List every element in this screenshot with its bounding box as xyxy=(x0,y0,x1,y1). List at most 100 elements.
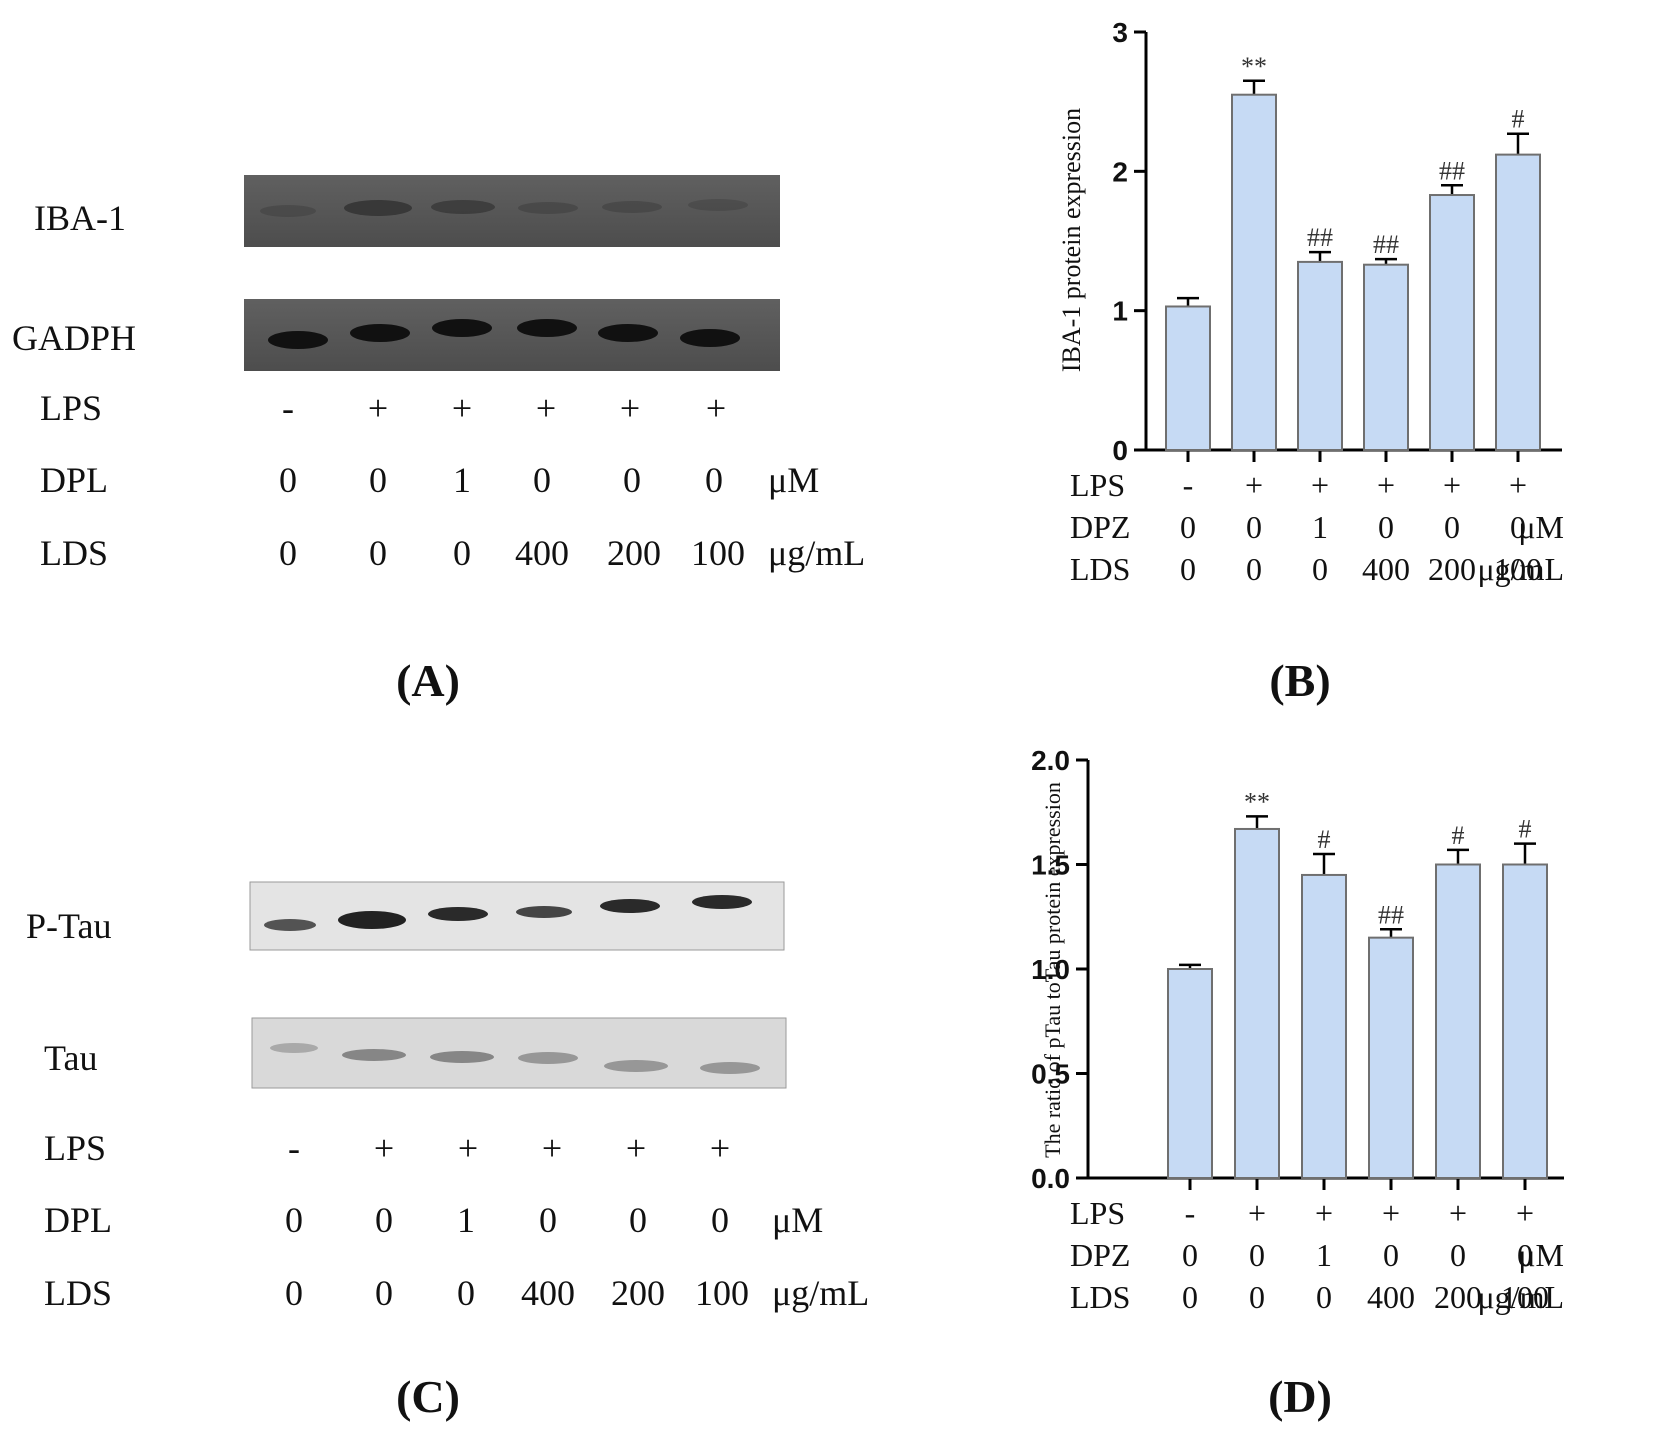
significance-label: # xyxy=(1519,815,1532,844)
condition-value: + xyxy=(1315,1195,1333,1231)
lps-value: + xyxy=(458,1128,478,1168)
significance-label: # xyxy=(1318,825,1331,854)
significance-label: ## xyxy=(1373,230,1399,259)
unit-lds: μg/mL xyxy=(772,1273,869,1313)
iba1-band xyxy=(431,200,495,214)
significance-label: ## xyxy=(1439,156,1465,185)
significance-label: ** xyxy=(1244,787,1270,816)
dpl-value: 0 xyxy=(705,460,723,500)
y-axis-label: IBA-1 protein expression xyxy=(1057,108,1086,372)
condition-value: 0 xyxy=(1450,1237,1466,1273)
tau-band xyxy=(270,1043,318,1053)
bar xyxy=(1231,93,1277,451)
condition-value: 1 xyxy=(1316,1237,1332,1273)
panel-caption: (D) xyxy=(1268,1371,1332,1422)
lds-value: 200 xyxy=(611,1273,665,1313)
lds-value: 0 xyxy=(285,1273,303,1313)
condition-value: 0 xyxy=(1378,509,1394,545)
ptau-band xyxy=(516,906,572,918)
gadph-band xyxy=(517,319,577,337)
lps-value: + xyxy=(452,388,472,428)
bar xyxy=(1495,153,1541,451)
lps-value: + xyxy=(710,1128,730,1168)
y-tick-label: 0.0 xyxy=(1031,1163,1070,1194)
row-label: LDS xyxy=(1070,551,1130,587)
tau-band xyxy=(342,1049,406,1061)
lds-value: 0 xyxy=(279,533,297,573)
dpl-value: 1 xyxy=(453,460,471,500)
condition-value: + xyxy=(1509,467,1527,503)
condition-value: 0 xyxy=(1246,551,1262,587)
tau-band xyxy=(700,1062,760,1074)
dpl-value: 0 xyxy=(629,1200,647,1240)
y-tick-label: 0 xyxy=(1112,435,1128,466)
ptau-band xyxy=(264,919,316,931)
panel-a-caption: (A) xyxy=(396,655,460,706)
row-label-dpl: DPL xyxy=(40,460,108,500)
panel-c-caption: (C) xyxy=(396,1371,460,1422)
lds-value: 0 xyxy=(369,533,387,573)
condition-value: + xyxy=(1382,1195,1400,1231)
row-label: DPZ xyxy=(1070,1237,1130,1273)
tau-band xyxy=(518,1052,578,1064)
gadph-band xyxy=(350,324,410,342)
ptau-band xyxy=(338,911,406,929)
lps-value: + xyxy=(374,1128,394,1168)
iba1-band xyxy=(688,199,748,211)
y-axis-label: The ratio of pTau toTau protein expressi… xyxy=(1040,782,1065,1158)
condition-value: 0 xyxy=(1246,509,1262,545)
y-tick-label: 1.5 xyxy=(1031,850,1070,881)
gadph-band xyxy=(598,324,658,342)
lps-value: + xyxy=(626,1128,646,1168)
lps-value: + xyxy=(620,388,640,428)
bar xyxy=(1234,827,1280,1179)
band-label-ptau: P-Tau xyxy=(26,906,111,946)
condition-value: 400 xyxy=(1367,1279,1415,1315)
panel-a-blot: IBA-1 GADPH LPS DPL LDS - + xyxy=(12,175,865,706)
condition-value: 0 xyxy=(1182,1279,1198,1315)
condition-value: 0 xyxy=(1180,551,1196,587)
row-label: DPZ xyxy=(1070,509,1130,545)
unit-dpl: μM xyxy=(772,1200,823,1240)
ptau-bands xyxy=(264,895,752,931)
panel-a-conditions: LPS DPL LDS - + + + + + 0 0 1 0 0 0 0 0 … xyxy=(40,388,865,573)
significance-label: # xyxy=(1452,821,1465,850)
lps-value: + xyxy=(542,1128,562,1168)
y-tick-label: 0.5 xyxy=(1031,1059,1070,1090)
gadph-band xyxy=(680,329,740,347)
gadph-band xyxy=(432,319,492,337)
condition-value: 0 xyxy=(1517,1237,1533,1273)
significance-label: # xyxy=(1512,105,1525,134)
row-label-lps: LPS xyxy=(40,388,102,428)
iba1-band xyxy=(602,201,662,213)
row-label: LPS xyxy=(1070,467,1125,503)
dpl-value: 0 xyxy=(533,460,551,500)
lps-value: + xyxy=(368,388,388,428)
ptau-band xyxy=(428,907,488,921)
condition-value: 0 xyxy=(1249,1237,1265,1273)
band-label-iba1: IBA-1 xyxy=(34,198,126,238)
condition-value: 200 xyxy=(1428,551,1476,587)
dpl-value: 0 xyxy=(623,460,641,500)
y-tick-label: 2.0 xyxy=(1031,745,1070,776)
dpl-value: 1 xyxy=(457,1200,475,1240)
condition-value: 0 xyxy=(1510,509,1526,545)
y-tick-label: 3 xyxy=(1112,17,1128,48)
y-tick-label: 2 xyxy=(1112,156,1128,187)
band-label-tau: Tau xyxy=(44,1038,97,1078)
lds-value: 200 xyxy=(607,533,661,573)
iba1-band xyxy=(344,200,412,216)
dpl-value: 0 xyxy=(285,1200,303,1240)
blot-tau xyxy=(251,1017,787,1089)
lds-value: 0 xyxy=(375,1273,393,1313)
row-label-lps: LPS xyxy=(44,1128,106,1168)
condition-value: - xyxy=(1185,1195,1196,1231)
unit-dpz: μM xyxy=(1518,509,1564,545)
lds-value: 400 xyxy=(521,1273,575,1313)
condition-value: + xyxy=(1311,467,1329,503)
lds-value: 0 xyxy=(457,1273,475,1313)
bar xyxy=(1167,968,1213,1179)
bar xyxy=(1363,263,1409,452)
bar xyxy=(1429,194,1475,451)
